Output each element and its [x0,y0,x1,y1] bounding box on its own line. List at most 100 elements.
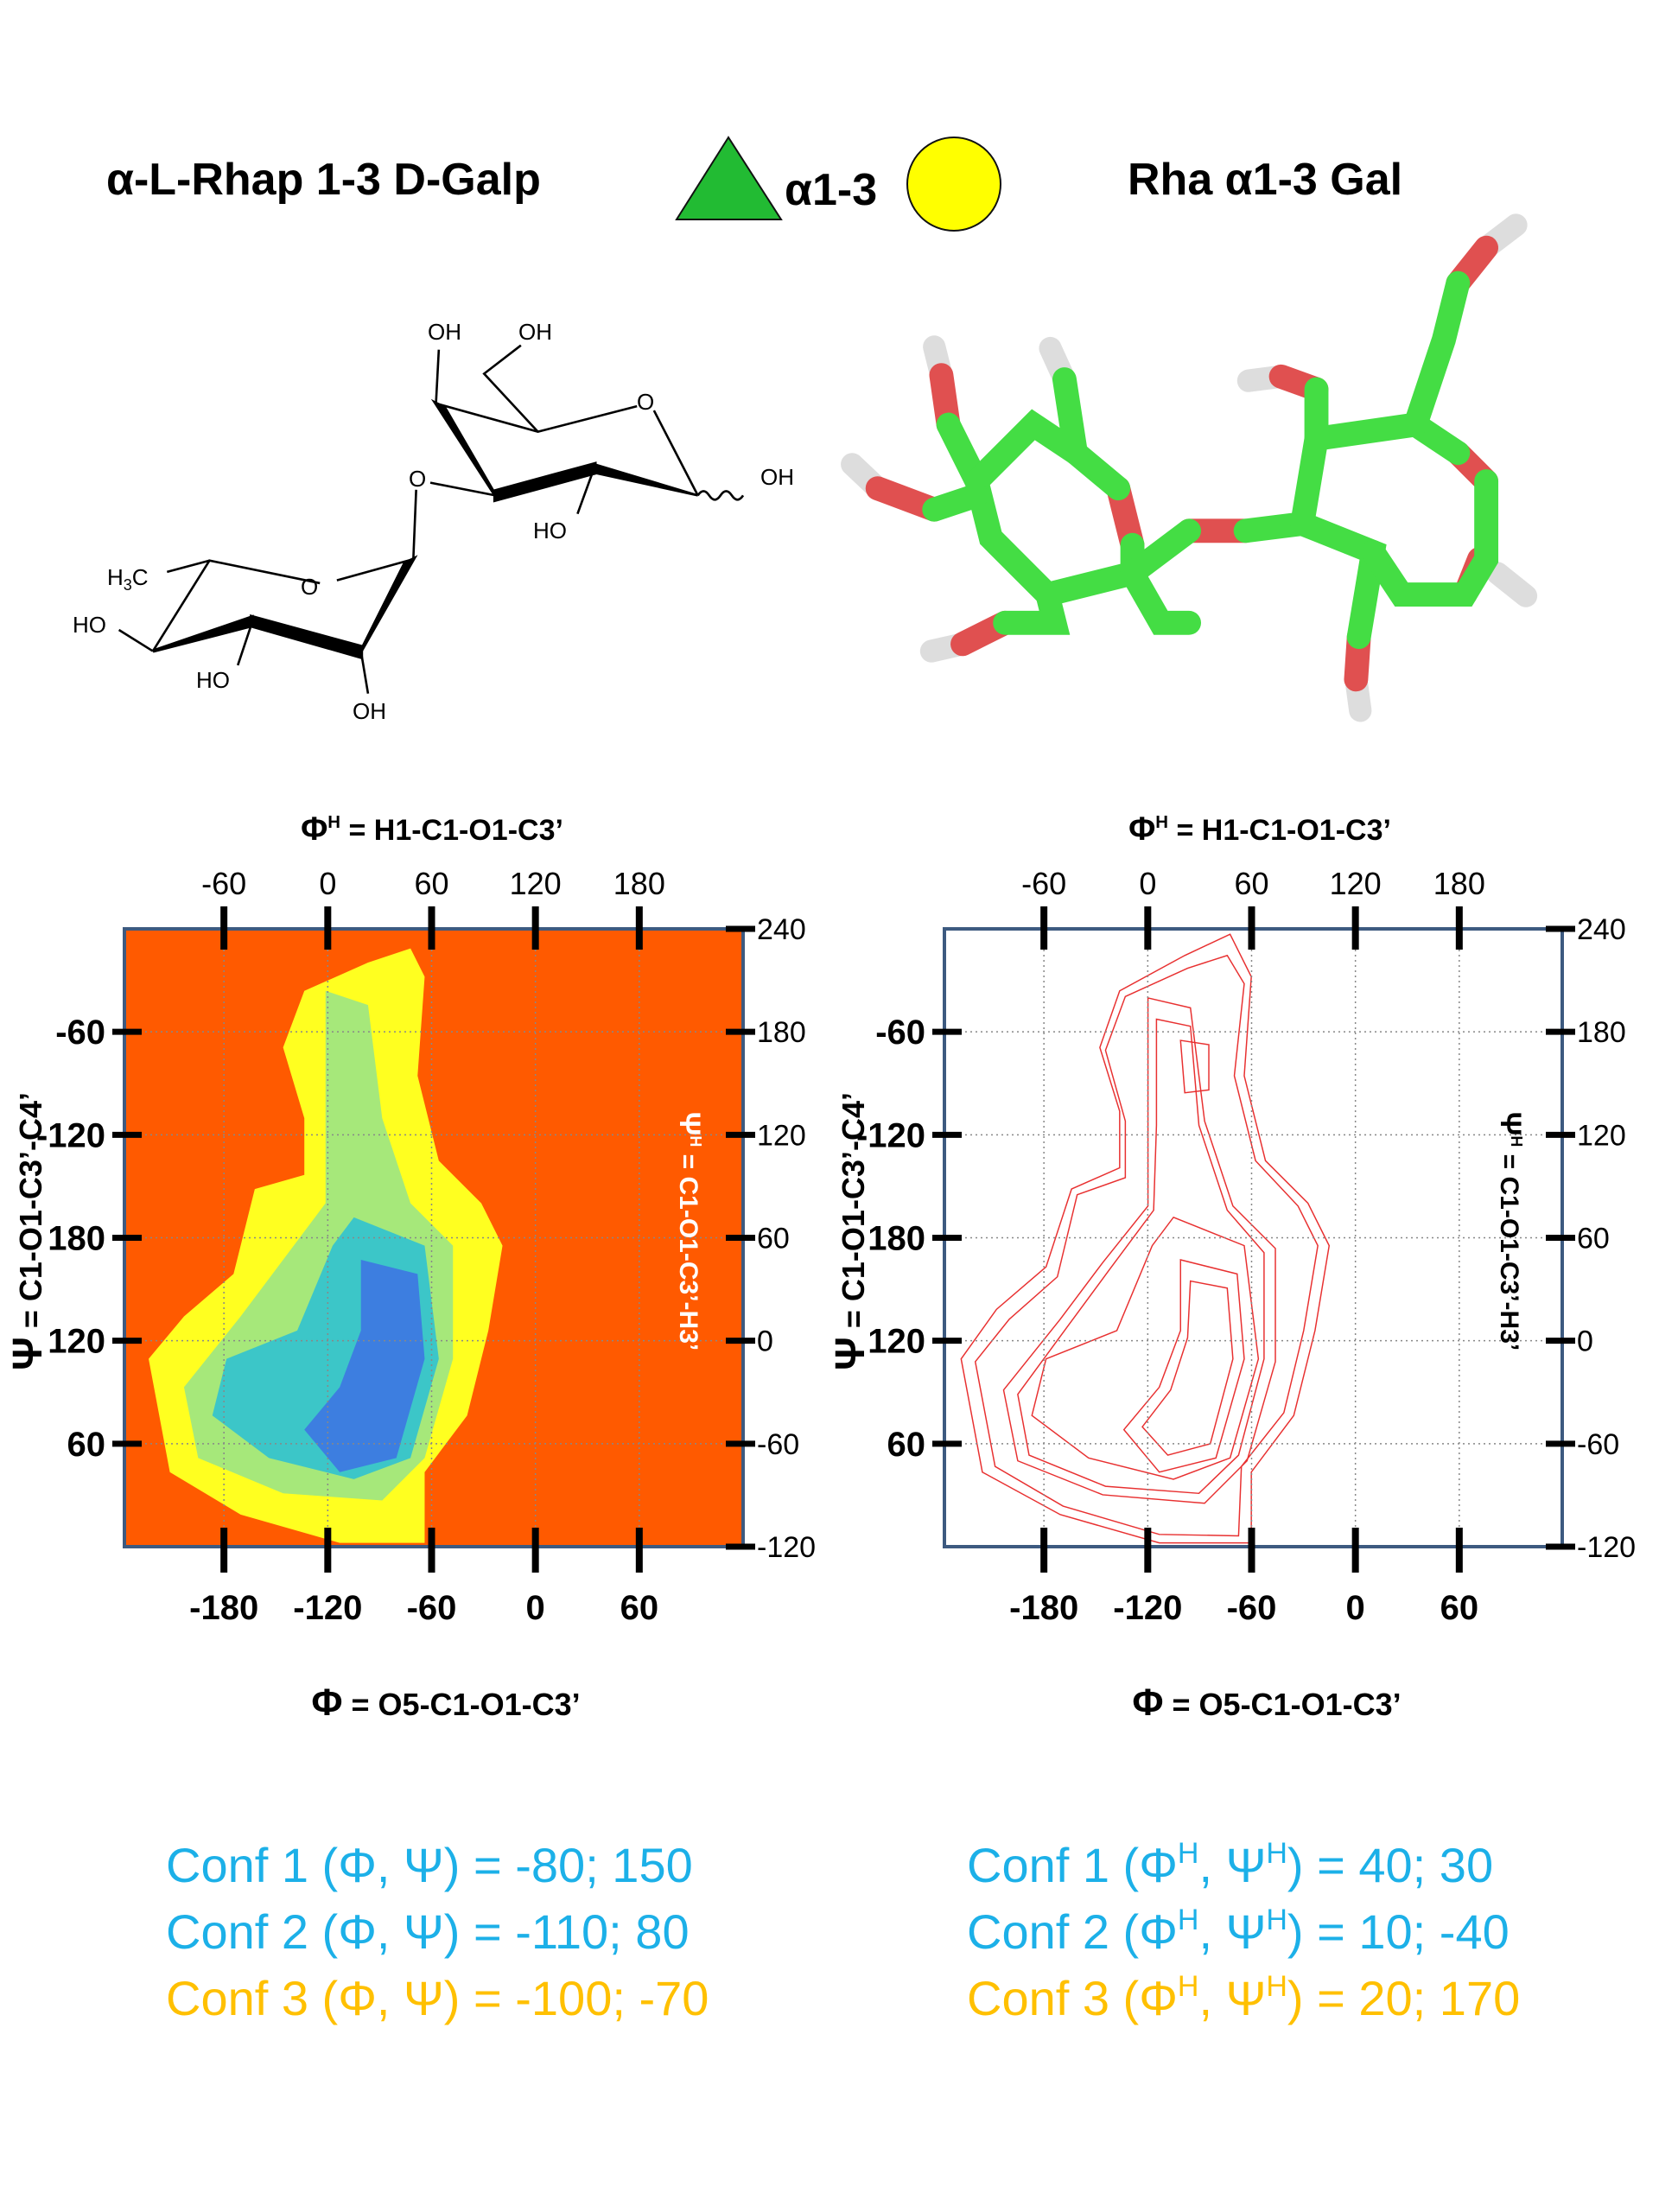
superscript: H [327,813,340,832]
superscript: H [1266,1904,1287,1936]
bond [152,614,254,653]
right-axis-title: ΨH = C1-O1-C3’-H3’ [1494,1112,1527,1351]
left-tick-label: -60 [55,1014,105,1052]
bond [118,628,154,652]
top-axis-title: ΦH = H1-C1-O1-C3’ [1128,811,1391,848]
symbol: Ψ [828,1337,874,1370]
atom-label: HO [73,612,106,638]
top-tick-label: 0 [319,866,336,901]
right-tick-label: 60 [1577,1223,1610,1255]
right-tick-label: 240 [1577,913,1626,946]
right-tick-label: 0 [1577,1325,1593,1358]
top-tick-label: 0 [1139,866,1156,901]
x-tick-label: -180 [189,1589,258,1627]
atom-label: O [409,466,426,492]
bond [696,490,745,501]
right-tick-label: 240 [757,913,806,946]
atom-label: OH [760,464,794,490]
conformer-text: , Ψ [1198,1971,1266,2025]
top-tick-label: 120 [510,866,562,901]
top-tick-label: 60 [414,866,448,901]
conformer-text: ) = 40; 30 [1287,1838,1493,1892]
conformer-line: Conf 1 (ΦH, ΨH) = 40; 30 [967,1837,1493,1892]
right-title: Rha α1-3 Gal [1128,155,1402,205]
energy-map [149,948,503,1543]
title-text: = C1-O1-C3’-H3’ [1495,1147,1523,1351]
left-tick-label: 180 [48,1220,105,1258]
symbol: Ψ [673,1112,706,1136]
x-tick-label: 60 [1440,1589,1479,1627]
right-tick-label: -60 [757,1428,799,1461]
bond [593,462,699,497]
conformer-text: Conf 2 (Φ [967,1904,1178,1959]
bond [435,402,638,434]
title-text: = C1-O1-C3’-C4’ [13,1092,48,1337]
left-tick-label: -60 [875,1014,925,1052]
methyl-label: H3C [107,564,149,594]
title-text: = C1-O1-C3’-H3’ [674,1147,702,1351]
bond [412,489,417,560]
bond [250,614,364,660]
top-axis-title: ΦH = H1-C1-O1-C3’ [301,811,563,848]
conformer-text: ) = 20; 170 [1287,1971,1520,2025]
right-tick-label: 180 [1577,1016,1626,1049]
left-title: α-L-Rhap 1-3 D-Galp [106,155,541,205]
top-tick-label: -60 [201,866,246,901]
left-tick-label: 60 [887,1426,926,1464]
symbol: Ψ [5,1337,51,1370]
superscript: H [1266,1970,1287,2003]
x-tick-label: 0 [1346,1589,1365,1627]
atom: C [132,564,149,590]
left-tick-label: 60 [67,1426,106,1464]
bond [493,461,597,503]
right-tick-label: -120 [1577,1531,1636,1564]
atom-label: HO [196,667,230,693]
superscript: H [1178,1837,1199,1870]
right-tick-label: 120 [757,1119,806,1152]
superscript: H [1155,813,1168,832]
bond [430,398,498,497]
conformer-text: Conf 3 (Φ [967,1971,1178,2025]
bond [482,344,539,433]
left-tick-label: 120 [48,1323,105,1361]
superscript: H [1266,1837,1287,1870]
title-text: = H1-C1-O1-C3’ [1168,814,1391,847]
conformer-line: Conf 3 (ΦH, ΨH) = 20; 170 [967,1970,1520,2025]
superscript: H [1178,1970,1199,2003]
title-text: = O5-C1-O1-C3’ [1164,1687,1402,1722]
left-axis-title: Ψ = C1-O1-C3’-C4’ [5,1092,51,1370]
superscript: H [687,1135,704,1147]
conformer-line: Conf 3 (Φ, Ψ) = -100; -70 [166,1971,709,2025]
left-tick-label: 120 [868,1323,925,1361]
top-tick-label: 180 [1433,866,1485,901]
atom-label: OH [428,319,461,345]
galactose-symbol [906,137,1001,232]
title-text: = H1-C1-O1-C3’ [340,814,563,847]
right-tick-label: 180 [757,1016,806,1049]
subscript: 3 [124,576,132,594]
symbol: Φ [1128,811,1155,848]
linkage: α1-3 [785,165,877,215]
atom-label: OH [353,698,386,724]
right-tick-label: -120 [757,1531,816,1564]
bond [576,467,596,515]
bond [236,622,253,666]
right-tick-label: 60 [757,1223,790,1255]
top-tick-label: 120 [1330,866,1382,901]
top-tick-label: 180 [613,866,665,901]
conformer-text: ) = 10; -40 [1287,1904,1510,1959]
chemical-structure [118,344,745,694]
atom-labels: OH OH O OH HO O O HO HO OH H3C [73,319,794,724]
conformer-line: Conf 2 (Φ, Ψ) = -110; 80 [166,1904,690,1959]
right-tick-label: 0 [757,1325,773,1358]
symbol: Ψ [1494,1112,1527,1136]
map-region [304,1259,425,1472]
x-tick-label: 0 [526,1589,545,1627]
bottom-axis-title: Φ = O5-C1-O1-C3’ [311,1681,580,1724]
title-text: = C1-O1-C3’-C4’ [836,1092,871,1337]
conformer-text: , Ψ [1198,1904,1266,1959]
conformer-line: Conf 2 (ΦH, ΨH) = 10; -40 [967,1904,1510,1959]
x-tick-label: -60 [1227,1589,1277,1627]
bond [359,651,370,694]
